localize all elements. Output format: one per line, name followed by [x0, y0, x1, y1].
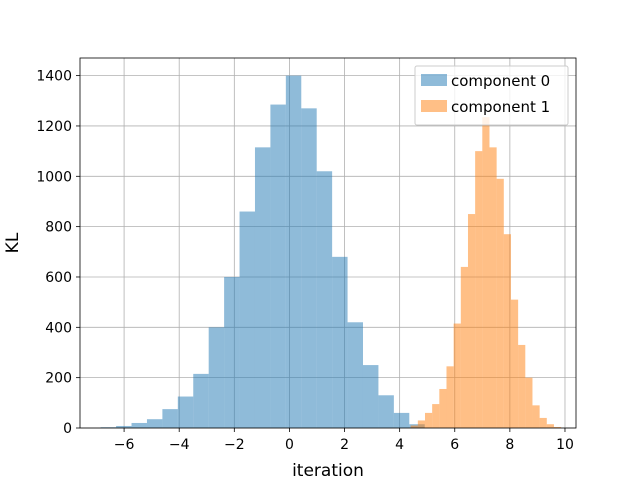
bar-series-1-bin-20 — [553, 426, 562, 428]
bar-series-1-bin-12 — [496, 178, 504, 428]
bar-series-0-bin-4 — [162, 409, 178, 428]
x-tick-label-8: 10 — [556, 437, 574, 453]
y-tick-label-0: 0 — [63, 421, 72, 437]
bar-series-1-bin-8 — [467, 214, 476, 428]
bar-series-0-bin-7 — [208, 327, 225, 428]
x-tick-label-4: 2 — [340, 437, 349, 453]
y-tick-label-3: 600 — [45, 270, 72, 286]
bar-series-1-bin-19 — [546, 424, 554, 428]
bar-series-0-bin-5 — [177, 396, 194, 428]
y-tick-label-6: 1200 — [36, 119, 72, 135]
bar-series-0-bin-13 — [301, 108, 317, 428]
bar-series-0-bin-16 — [347, 322, 363, 428]
bar-series-1-bin-9 — [475, 151, 483, 428]
x-axis-label: iteration — [292, 461, 364, 480]
bar-series-1-bin-6 — [453, 323, 461, 428]
bar-series-0-bin-17 — [362, 365, 379, 428]
y-axis-ticks: 0 200 400 600 800 1000 1200 1400 — [36, 69, 80, 437]
y-tick-label-5: 1000 — [36, 169, 72, 185]
bar-series-0-bin-9 — [239, 211, 255, 428]
x-tick-label-0: −6 — [114, 437, 135, 453]
bar-series-1-bin-18 — [539, 417, 547, 428]
series-1-bars — [410, 117, 562, 428]
bar-series-1-bin-4 — [439, 388, 447, 428]
bar-series-0-bin-6 — [193, 373, 209, 428]
y-tick-label-7: 1400 — [36, 69, 72, 85]
bar-series-1-bin-0 — [410, 425, 418, 428]
legend-label-1: component 1 — [451, 98, 550, 116]
bar-series-1-bin-3 — [432, 404, 440, 428]
legend-swatch-0 — [421, 74, 447, 86]
y-tick-label-1: 200 — [45, 371, 72, 387]
bar-series-1-bin-1 — [417, 420, 425, 428]
bar-series-0-bin-8 — [224, 276, 240, 428]
bar-series-0-bin-2 — [131, 422, 147, 428]
x-tick-label-5: 4 — [395, 437, 404, 453]
plot-frame — [79, 57, 577, 429]
y-tick-label-2: 400 — [45, 320, 72, 336]
bar-series-1-bin-17 — [532, 405, 540, 428]
x-axis-ticks: −6 −4 −2 0 2 4 6 8 10 — [114, 428, 574, 453]
x-tick-label-7: 8 — [505, 437, 514, 453]
bar-series-0-bin-11 — [270, 104, 286, 428]
bar-series-0-bin-18 — [378, 395, 394, 428]
series-0-bars — [100, 75, 425, 428]
bar-series-0-bin-1 — [116, 425, 132, 428]
bar-series-0-bin-12 — [285, 75, 302, 428]
bar-series-1-bin-7 — [460, 266, 468, 428]
legend-box — [414, 65, 569, 126]
legend-label-0: component 0 — [451, 72, 550, 90]
bar-series-1-bin-10 — [482, 117, 490, 428]
bar-series-0-bin-14 — [316, 171, 333, 428]
bar-series-0-bin-15 — [332, 256, 348, 428]
bar-series-1-bin-15 — [518, 344, 526, 428]
y-axis-label: KL — [3, 232, 23, 253]
bar-series-1-bin-13 — [503, 234, 511, 428]
x-tick-label-1: −4 — [169, 437, 190, 453]
bar-series-1-bin-11 — [489, 147, 497, 428]
bar-series-0-bin-10 — [254, 147, 271, 428]
legend-swatch-1 — [421, 100, 447, 112]
histogram-bars — [100, 75, 562, 428]
bar-series-1-bin-14 — [510, 299, 519, 428]
bar-series-1-bin-5 — [446, 366, 454, 428]
bar-series-0-bin-3 — [146, 419, 163, 428]
bar-series-1-bin-16 — [525, 377, 533, 428]
x-tick-label-6: 6 — [450, 437, 459, 453]
x-tick-label-2: −2 — [224, 437, 245, 453]
bar-series-0-bin-19 — [393, 412, 410, 428]
bar-series-1-bin-2 — [424, 412, 433, 428]
y-tick-label-4: 800 — [45, 220, 72, 236]
x-tick-label-3: 0 — [285, 437, 294, 453]
legend: component 0 component 1 — [414, 65, 569, 126]
